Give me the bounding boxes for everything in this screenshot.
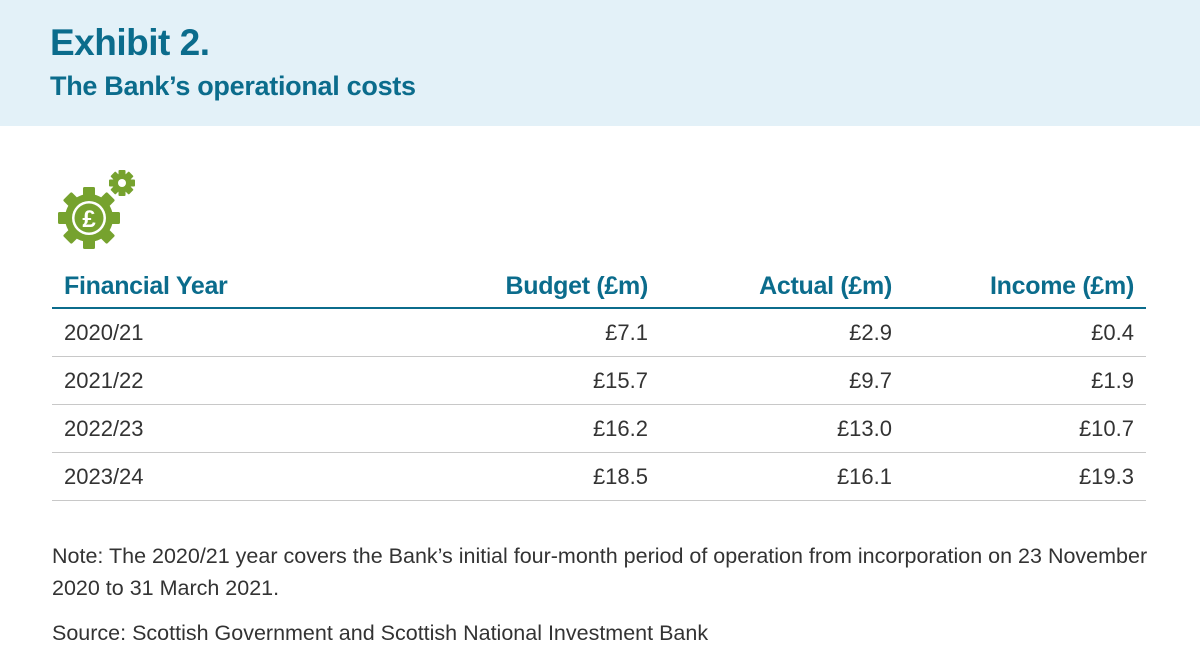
cell-income: £1.9: [904, 356, 1146, 405]
cell-financial-year: 2022/23: [52, 404, 386, 453]
cell-budget: £18.5: [386, 452, 660, 501]
table-row: 2023/24 £18.5 £16.1 £19.3: [52, 452, 1146, 501]
cell-budget: £7.1: [386, 308, 660, 357]
column-header-budget: Budget (£m): [386, 266, 660, 309]
table-header-row: Financial Year Budget (£m) Actual (£m) I…: [52, 266, 1146, 309]
exhibit-title: The Bank’s operational costs: [50, 71, 416, 101]
table-note: Note: The 2020/21 year covers the Bank’s…: [52, 544, 1148, 600]
column-header-financial-year: Financial Year: [52, 266, 386, 309]
cell-actual: £16.1: [660, 452, 904, 501]
cell-budget: £15.7: [386, 356, 660, 405]
cell-income: £19.3: [904, 452, 1146, 501]
cell-actual: £13.0: [660, 404, 904, 453]
cell-budget: £16.2: [386, 404, 660, 453]
table-row: 2021/22 £15.7 £9.7 £1.9: [52, 356, 1146, 405]
cell-financial-year: 2023/24: [52, 452, 386, 501]
cell-income: £10.7: [904, 404, 1146, 453]
exhibit-number: Exhibit 2.: [50, 22, 210, 63]
cell-income: £0.4: [904, 308, 1146, 357]
table-row: 2022/23 £16.2 £13.0 £10.7: [52, 404, 1146, 453]
pound-gears-icon: £: [58, 170, 135, 249]
cell-actual: £2.9: [660, 308, 904, 357]
cell-actual: £9.7: [660, 356, 904, 405]
exhibit-header: Exhibit 2. The Bank’s operational costs: [0, 0, 1200, 126]
table-row: 2020/21 £7.1 £2.9 £0.4: [52, 308, 1146, 357]
operational-costs-table: Financial Year Budget (£m) Actual (£m) I…: [52, 266, 1146, 501]
cell-financial-year: 2020/21: [52, 308, 386, 357]
svg-text:£: £: [82, 206, 96, 233]
column-header-actual: Actual (£m): [660, 266, 904, 309]
source-line: Source: Scottish Government and Scottish…: [52, 621, 709, 645]
cell-financial-year: 2021/22: [52, 356, 386, 405]
column-header-income: Income (£m): [904, 266, 1146, 309]
